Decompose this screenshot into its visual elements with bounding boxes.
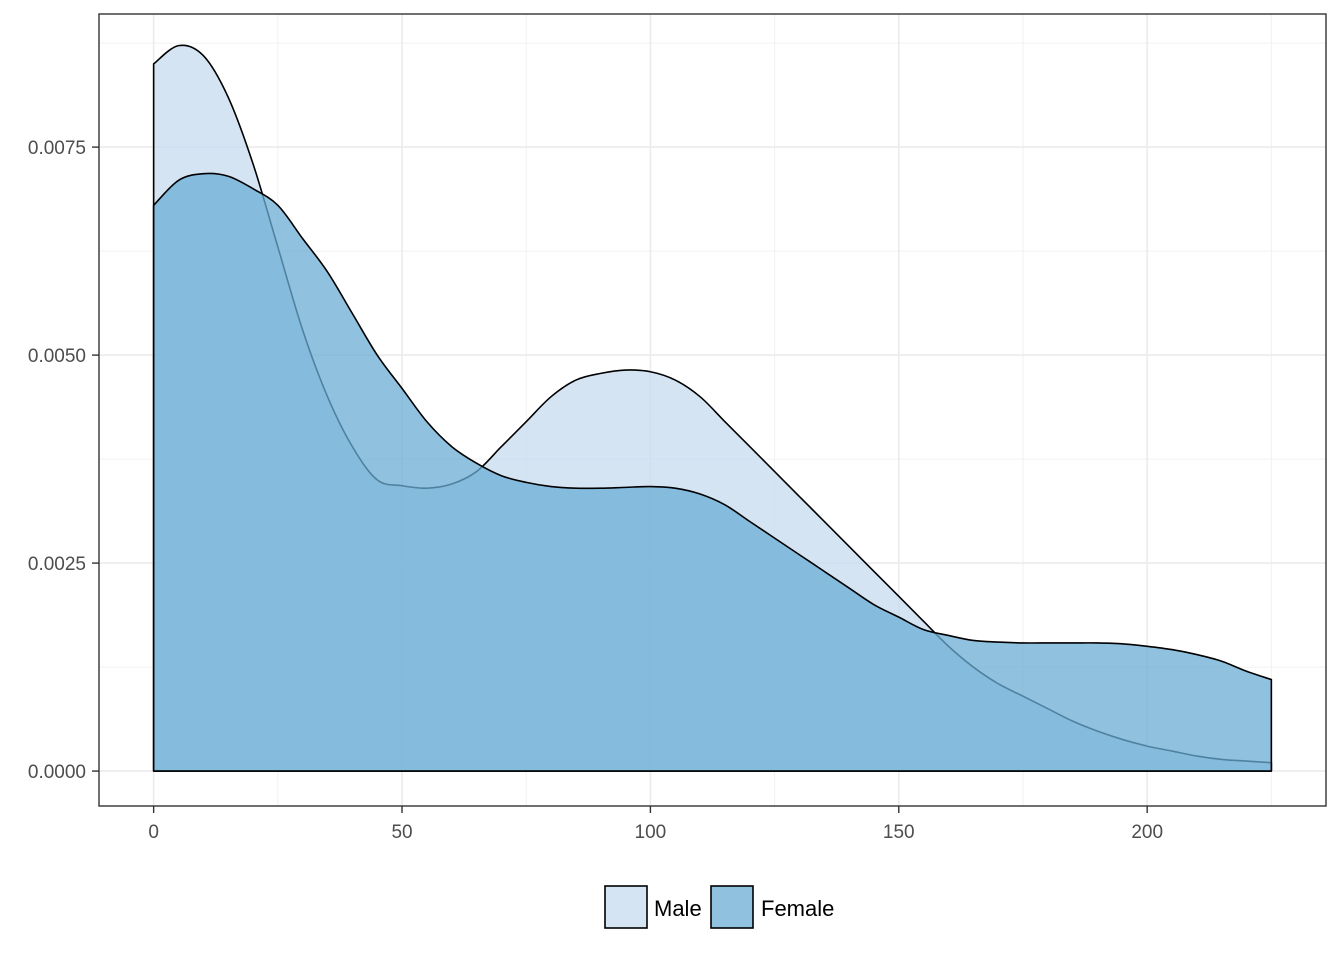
legend-key-male [604, 885, 648, 929]
x-tick-label: 0 [148, 822, 159, 843]
legend-label-male: Male [654, 896, 702, 921]
x-tick-label: 50 [391, 822, 412, 843]
y-tick-label: 0.0050 [28, 346, 86, 367]
panel-border [98, 13, 1327, 807]
x-tick-label: 150 [883, 822, 915, 843]
x-tick-label: 100 [635, 822, 667, 843]
density-area-female [152, 172, 1273, 772]
legend: Male Female [604, 885, 834, 929]
plot-panel [98, 13, 1327, 807]
y-axis: 0.0000 0.0025 0.0050 0.0075 [28, 138, 99, 783]
density-areas [152, 44, 1273, 772]
legend-key-female [710, 885, 754, 929]
y-tick-label: 0.0000 [28, 762, 86, 783]
y-tick-label: 0.0025 [28, 554, 86, 575]
legend-label-female: Female [761, 896, 834, 921]
y-tick-label: 0.0075 [28, 138, 86, 159]
x-tick-label: 200 [1131, 822, 1163, 843]
x-axis: 0 50 100 150 200 [148, 806, 1163, 843]
